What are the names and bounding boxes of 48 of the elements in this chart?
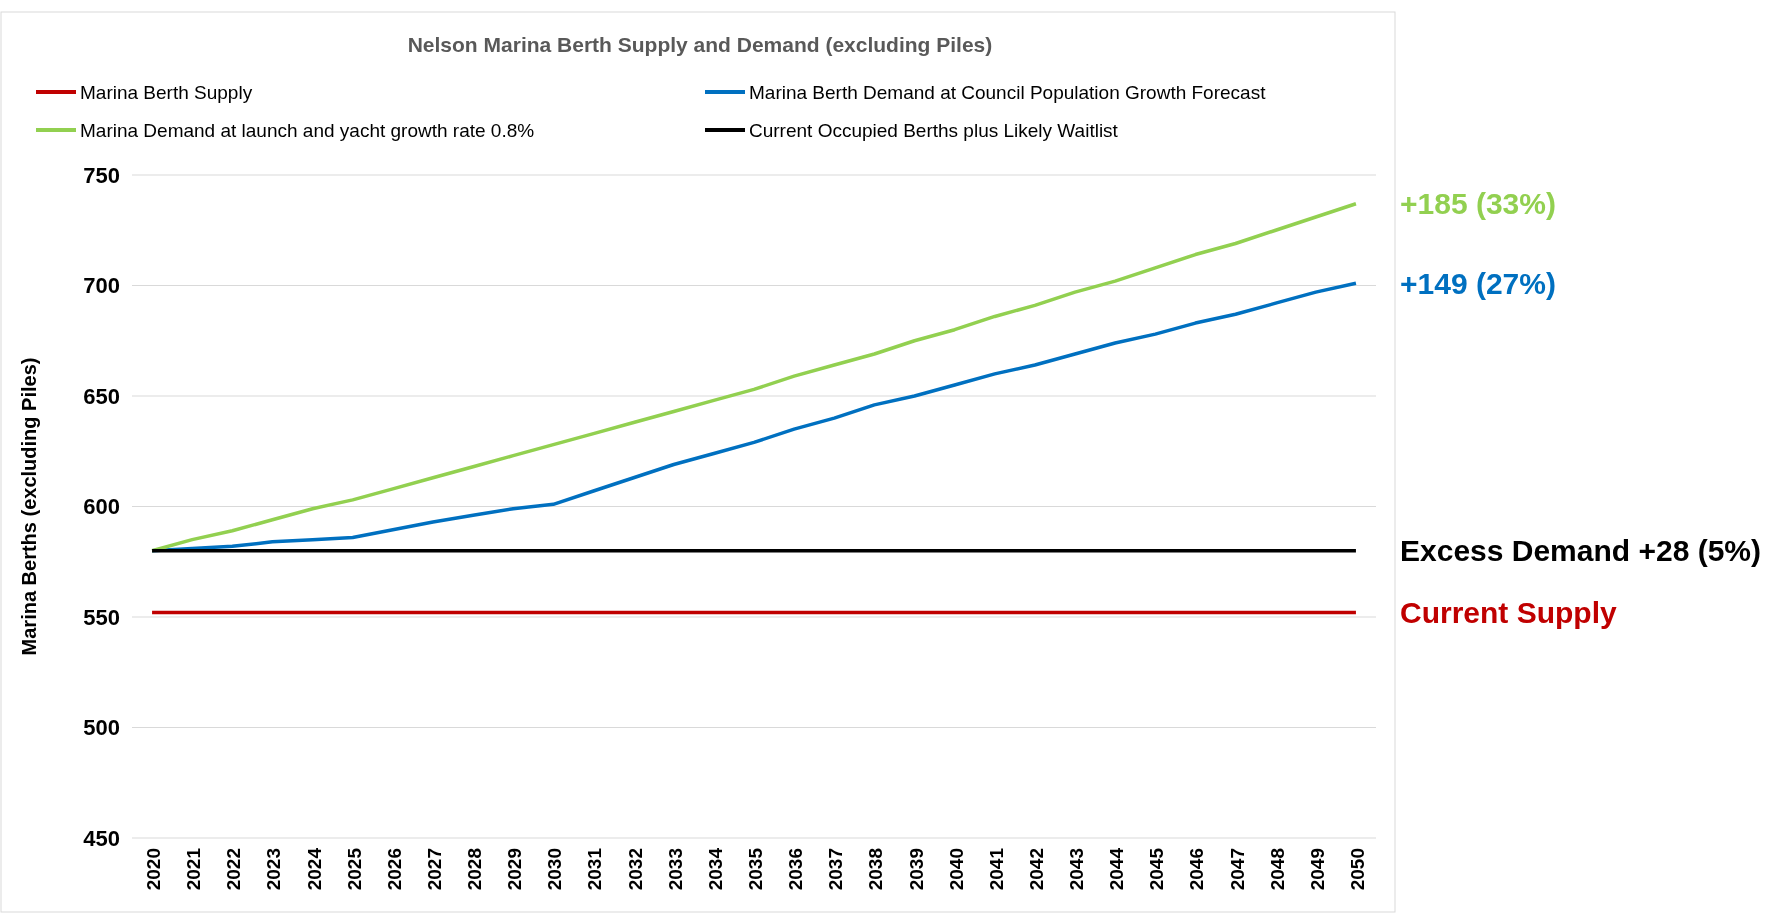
x-tick-label: 2028 [464,848,486,891]
annotation: +185 (33%) [1400,187,1556,221]
y-tick-label: 450 [83,825,120,851]
y-axis-title: Marina Berths (excluding Piles) [18,357,40,656]
x-tick-label: 2027 [423,848,445,891]
x-tick-label: 2030 [544,848,566,891]
x-tick-label: 2033 [664,848,686,891]
x-tick-label: 2043 [1066,848,1088,891]
x-tick-label: 2036 [785,848,807,891]
legend-label: Marina Berth Supply [80,81,253,103]
x-tick-label: 2032 [624,848,646,891]
x-tick-label: 2026 [383,848,405,891]
annotation: Current Supply [1400,596,1617,630]
x-tick-label: 2044 [1106,847,1128,891]
y-tick-label: 600 [83,494,120,520]
y-tick-label: 550 [83,604,120,630]
x-tick-label: 2040 [945,848,967,891]
annotation: +149 (27%) [1400,266,1556,300]
x-tick-label: 2031 [584,847,606,891]
x-tick-label: 2048 [1266,848,1288,891]
legend-label: Marina Berth Demand at Council Population Growth Forecast [749,81,1267,103]
x-tick-label: 2023 [263,848,285,891]
x-tick-label: 2024 [303,847,325,891]
x-tick-label: 2025 [343,847,365,891]
x-tick-label: 2046 [1186,848,1208,891]
legend-label: Marina Demand at launch and yacht growth rate 0.8% [80,119,535,141]
y-tick-label: 750 [83,162,120,188]
x-tick-label: 2045 [1146,847,1168,891]
chart-title: Nelson Marina Berth Supply and Demand (excluding Piles) [407,33,993,56]
x-tick-label: 2021 [183,847,205,891]
x-tick-label: 2020 [143,848,165,891]
y-tick-label: 700 [83,273,120,299]
x-tick-label: 2050 [1346,848,1368,891]
x-tick-label: 2022 [223,848,245,891]
legend-label: Current Occupied Berths plus Likely Waitlist [749,119,1119,141]
x-tick-label: 2047 [1226,848,1248,891]
x-tick-label: 2042 [1025,848,1047,891]
x-tick-label: 2034 [704,847,726,891]
x-tick-label: 2038 [865,848,887,891]
y-tick-label: 650 [83,383,120,409]
x-tick-label: 2029 [504,848,526,891]
y-tick-label: 500 [83,715,120,741]
x-tick-label: 2041 [985,847,1007,891]
x-tick-label: 2035 [745,847,766,891]
annotation: Excess Demand +28 (5%) [1400,534,1762,568]
x-tick-label: 2039 [905,848,927,891]
x-tick-label: 2037 [825,848,847,891]
x-tick-label: 2049 [1306,848,1328,891]
